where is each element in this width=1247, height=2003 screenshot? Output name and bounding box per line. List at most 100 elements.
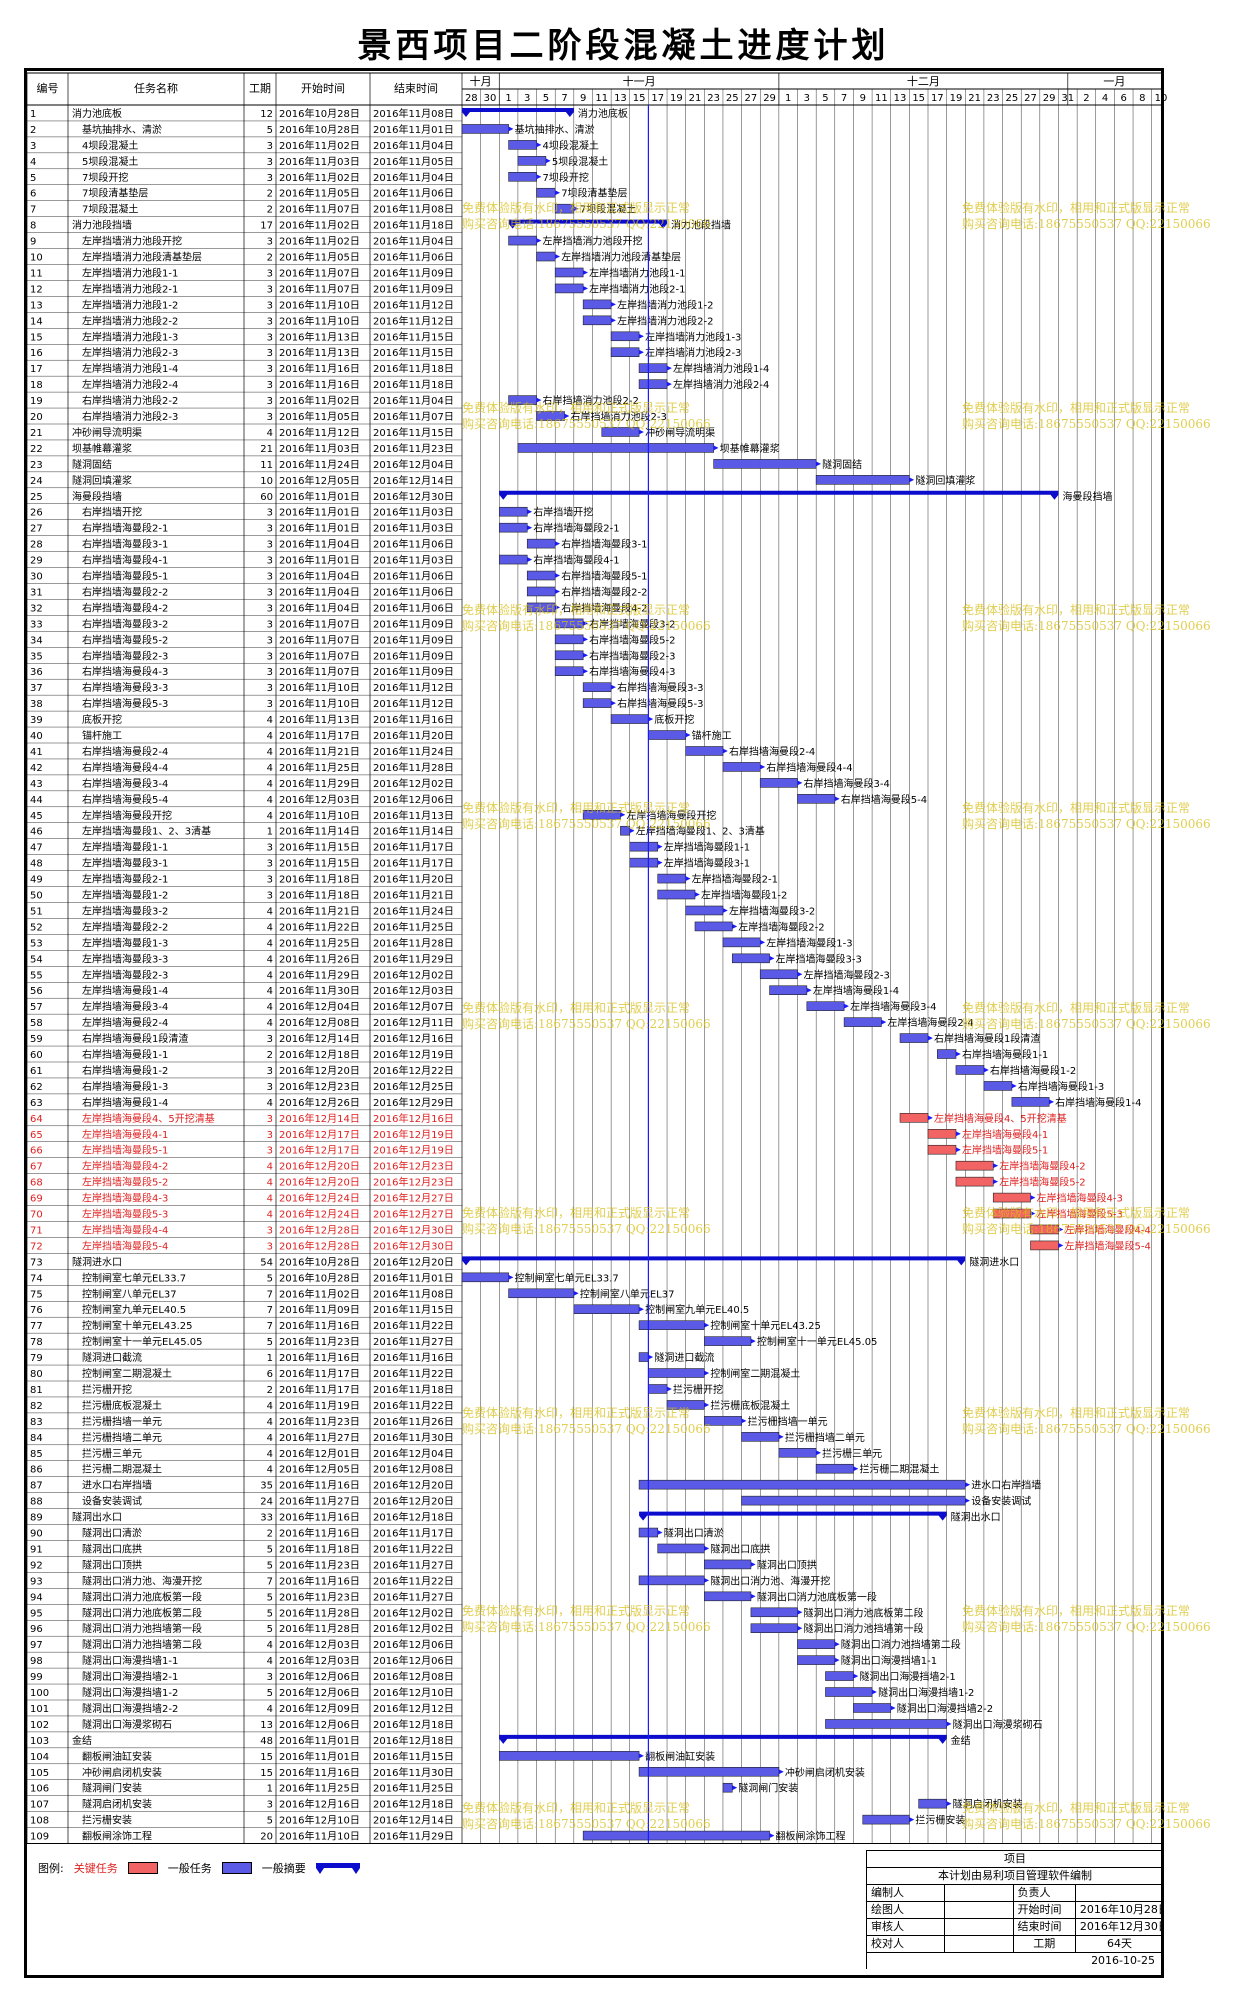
task-end: 2016年11月17日	[373, 1527, 454, 1540]
task-name: 控制闸室八单元EL37	[82, 1287, 177, 1300]
chart-frame	[24, 68, 1164, 1978]
task-duration: 5	[267, 1273, 273, 1284]
bar-label: 左岸挡墙海曼段4-4	[1064, 1223, 1150, 1236]
task-end: 2016年12月19日	[373, 1128, 454, 1141]
task-id: 50	[30, 891, 43, 902]
task-end: 2016年12月10日	[373, 1686, 454, 1699]
task-duration: 15	[260, 1768, 273, 1779]
bar-label: 左岸挡墙海曼段5-1	[962, 1144, 1048, 1157]
task-bar	[573, 1304, 640, 1314]
task-start: 2016年11月10日	[279, 697, 360, 710]
task-end: 2016年12月08日	[373, 1463, 454, 1476]
task-id: 85	[30, 1449, 43, 1460]
task-name: 隧洞出水口	[72, 1511, 122, 1524]
task-bar	[685, 905, 724, 916]
task-start: 2016年12月04日	[279, 1000, 360, 1013]
task-start: 2016年11月07日	[279, 649, 360, 662]
task-duration: 24	[260, 1497, 273, 1508]
task-end: 2016年11月08日	[373, 1287, 454, 1300]
task-name: 左岸挡墙海曼段4-3	[82, 1192, 168, 1205]
task-name: 翻板闸涂饰工程	[82, 1830, 152, 1843]
task-duration: 3	[267, 508, 273, 519]
task-duration: 4	[267, 1465, 273, 1476]
task-start: 2016年11月16日	[279, 1319, 360, 1332]
task-id: 89	[30, 1513, 43, 1524]
task-duration: 3	[267, 556, 273, 567]
task-start: 2016年10月28日	[279, 1271, 360, 1284]
header-name: 任务名称	[134, 81, 178, 95]
info-owner-label: 负责人	[1014, 1885, 1076, 1901]
task-name: 左岸挡墙海曼段2-4	[82, 1016, 168, 1029]
task-bar	[554, 634, 584, 645]
task-name: 右岸挡墙海曼段1-3	[82, 1080, 168, 1093]
task-duration: 3	[267, 412, 273, 423]
task-duration: 12	[260, 109, 273, 120]
task-name: 右岸挡墙海曼段1-4	[82, 1096, 168, 1109]
task-bar	[815, 1463, 854, 1474]
legend-label: 图例:	[38, 1862, 64, 1875]
bar-label: 7坝段开挖	[543, 171, 589, 184]
task-start: 2016年11月07日	[279, 633, 360, 646]
task-duration: 1	[267, 1784, 273, 1795]
task-id: 68	[30, 1178, 43, 1189]
bar-label: 右岸挡墙海曼段4-3	[589, 665, 675, 678]
task-id: 9	[30, 237, 36, 248]
task-id: 75	[30, 1289, 43, 1300]
task-end: 2016年11月20日	[373, 729, 454, 742]
task-duration: 4	[267, 811, 273, 822]
task-bar	[685, 746, 724, 756]
task-name: 右岸挡墙海曼段3-2	[82, 617, 168, 630]
task-name: 右岸挡墙海曼段2-4	[82, 745, 168, 758]
task-id: 97	[30, 1640, 43, 1651]
legend-normal-label: 一般任务	[167, 1862, 212, 1875]
task-duration: 3	[267, 843, 273, 854]
task-start: 2016年11月14日	[279, 825, 360, 838]
task-id: 87	[30, 1481, 43, 1492]
task-bar	[722, 937, 761, 948]
day-tick-label: 1	[785, 93, 791, 104]
task-duration: 7	[267, 1321, 273, 1332]
task-name: 左岸挡墙海曼段5-2	[82, 1176, 168, 1189]
task-id: 43	[30, 779, 43, 790]
task-start: 2016年11月15日	[279, 841, 360, 854]
task-end: 2016年12月27日	[373, 1192, 454, 1205]
task-duration: 5	[267, 1608, 273, 1619]
task-start: 2016年11月19日	[279, 1399, 360, 1412]
task-start: 2016年12月08日	[279, 1016, 360, 1029]
task-end: 2016年11月15日	[373, 1303, 454, 1316]
task-duration: 11	[260, 460, 273, 471]
bar-label: 左岸挡墙消力池段1-1	[589, 266, 685, 279]
task-start: 2016年12月17日	[279, 1128, 360, 1141]
task-duration: 4	[267, 1178, 273, 1189]
task-end: 2016年11月30日	[373, 1766, 454, 1779]
task-start: 2016年11月25日	[279, 1782, 360, 1795]
bar-label: 右岸挡墙消力池段2-3	[571, 410, 667, 423]
task-end: 2016年12月30日	[373, 490, 454, 503]
bar-label: 控制闸室二期混凝土	[710, 1367, 800, 1380]
task-id: 48	[30, 859, 43, 870]
task-end: 2016年11月09日	[373, 266, 454, 279]
task-id: 98	[30, 1656, 43, 1667]
task-id: 49	[30, 875, 43, 886]
task-bar	[508, 172, 537, 182]
header-end: 结束时间	[394, 82, 438, 95]
task-start: 2016年11月30日	[279, 984, 360, 997]
task-id: 103	[30, 1736, 49, 1747]
task-end: 2016年12月18日	[373, 1511, 454, 1524]
task-duration: 3	[267, 396, 273, 407]
info-start-value: 2016年10月28日	[1079, 1903, 1163, 1916]
bar-label: 右岸挡墙海曼段2-2	[561, 585, 647, 598]
task-bar	[694, 921, 733, 932]
task-end: 2016年11月26日	[373, 1415, 454, 1428]
task-bar	[536, 187, 556, 198]
task-bar	[517, 443, 714, 453]
day-tick-label: 9	[860, 93, 866, 104]
task-start: 2016年12月24日	[279, 1192, 360, 1205]
task-duration: 3	[267, 1066, 273, 1077]
task-end: 2016年12月16日	[373, 1032, 454, 1045]
bar-label: 右岸挡墙海曼段3-2	[589, 617, 675, 630]
task-name: 冲砂闸导流明渠	[72, 426, 142, 439]
task-id: 86	[30, 1465, 43, 1476]
info-compiler-label: 编制人	[867, 1885, 946, 1901]
task-name: 左岸挡墙海曼段2-2	[82, 920, 168, 933]
